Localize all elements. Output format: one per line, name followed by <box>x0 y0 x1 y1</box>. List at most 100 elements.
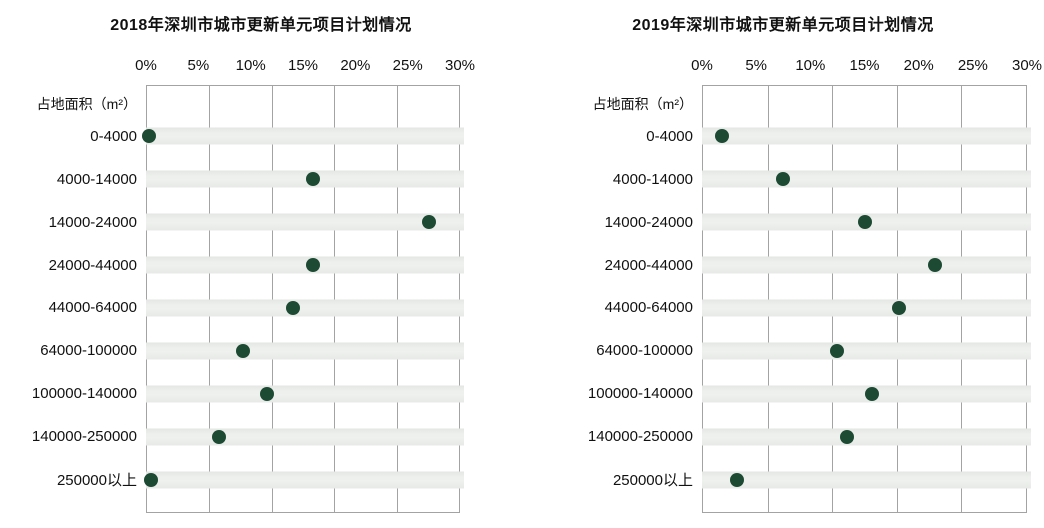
chart-row <box>702 458 1031 501</box>
category-label: 100000-140000 <box>587 385 693 403</box>
chart-row <box>702 201 1031 244</box>
chart-row <box>702 158 1031 201</box>
row-band <box>146 299 464 317</box>
chart-row <box>702 415 1031 458</box>
x-tick-label: 20% <box>340 57 371 74</box>
chart-row <box>146 201 464 244</box>
x-axis-tick-labels: 0% 5% 10% 15% 20% 25% 30% <box>691 54 1042 78</box>
row-band <box>146 213 464 231</box>
row-band <box>702 428 1031 446</box>
data-point-dot <box>830 343 845 358</box>
category-label: 64000-100000 <box>596 342 693 360</box>
row-band <box>702 127 1031 145</box>
vertical-gridline <box>334 86 336 512</box>
x-tick-label: 30% <box>1011 57 1043 74</box>
data-point-dot <box>857 215 872 230</box>
data-point-dot <box>285 300 300 315</box>
plot-rows <box>142 115 464 501</box>
data-point-dot <box>260 386 275 401</box>
gridlines <box>146 85 460 513</box>
chart-row <box>702 372 1031 415</box>
data-point-dot <box>306 172 321 187</box>
y-axis-unit-label: 占地面积（m²） <box>592 96 693 112</box>
chart-title-2018: 2018年深圳市城市更新单元项目计划情况 <box>110 17 412 34</box>
x-tick-label: 15% <box>849 57 880 74</box>
category-label: 140000-250000 <box>31 428 137 446</box>
data-point-dot <box>927 258 942 273</box>
row-band <box>146 471 464 489</box>
vertical-gridline <box>271 86 273 512</box>
category-label: 44000-64000 <box>604 299 693 317</box>
row-band <box>702 170 1031 188</box>
row-band <box>146 428 464 446</box>
y-axis-category-labels: 0-4000 4000-14000 14000-24000 24000-44000 44… <box>0 115 137 501</box>
x-tick-label: 5% <box>187 57 210 74</box>
chart-row <box>702 329 1031 372</box>
chart-row <box>146 287 464 330</box>
data-point-dot <box>714 129 729 144</box>
data-point-dot <box>142 129 157 144</box>
data-point-dot <box>865 386 880 401</box>
chart-row <box>702 115 1031 158</box>
vertical-gridline <box>767 86 769 512</box>
category-label: 14000-24000 <box>48 213 137 231</box>
category-label: 24000-44000 <box>604 256 693 274</box>
category-label: 14000-24000 <box>604 213 693 231</box>
y-axis-category-labels: 0-4000 4000-14000 14000-24000 24000-44000 44… <box>522 115 693 501</box>
chart-row <box>146 372 464 415</box>
chart-2018-panel: 2018年深圳市城市更新单元项目计划情况 占地面积（m²） 0-4000 4000… <box>0 17 475 513</box>
chart-row <box>146 415 464 458</box>
chart-row <box>702 244 1031 287</box>
x-tick-label: 0% <box>691 57 713 74</box>
chart-row <box>702 287 1031 330</box>
x-tick-label: 15% <box>287 57 319 74</box>
chart-row <box>144 458 464 501</box>
vertical-gridline <box>896 86 898 512</box>
gridlines <box>702 85 1027 513</box>
y-axis-unit-label: 占地面积（m²） <box>36 96 137 112</box>
data-point-dot <box>729 472 744 487</box>
chart-row <box>142 115 464 158</box>
row-band <box>146 385 464 403</box>
row-band <box>702 256 1031 274</box>
category-label: 250000以上 <box>56 472 137 490</box>
row-band <box>146 127 464 145</box>
data-point-dot <box>421 215 436 230</box>
category-label: 0-4000 <box>90 127 137 145</box>
chart-title-2019: 2019年深圳市城市更新单元项目计划情况 <box>632 17 934 34</box>
chart-2019-panel: 2019年深圳市城市更新单元项目计划情况 占地面积（m²） 0-4000 4000… <box>522 0 1044 528</box>
category-label: 44000-64000 <box>48 299 137 317</box>
vertical-gridline <box>832 86 834 512</box>
category-label: 250000以上 <box>612 472 693 490</box>
data-point-dot <box>892 300 907 315</box>
category-label: 100000-140000 <box>31 385 137 403</box>
category-label: 4000-14000 <box>56 170 137 188</box>
x-tick-label: 30% <box>444 57 476 74</box>
vertical-gridline <box>961 86 963 512</box>
plot-rows <box>702 115 1031 501</box>
x-tick-label: 25% <box>957 57 988 74</box>
category-label: 4000-14000 <box>612 170 693 188</box>
data-point-dot <box>144 472 159 487</box>
row-band <box>702 471 1031 489</box>
category-label: 0-4000 <box>646 127 693 145</box>
x-tick-label: 20% <box>903 57 934 74</box>
plot-area-2018: 0% 5% 10% 15% 20% 25% 30% <box>135 57 475 513</box>
plot-area-2019: 0% 5% 10% 15% 20% 25% 30% <box>691 57 1042 513</box>
vertical-gridline <box>396 86 398 512</box>
chart-row <box>146 158 464 201</box>
data-point-dot <box>236 343 251 358</box>
data-point-dot <box>840 429 855 444</box>
vertical-gridline <box>209 86 211 512</box>
row-band <box>702 299 1031 317</box>
data-point-dot <box>212 429 227 444</box>
x-tick-label: 5% <box>745 57 767 74</box>
row-band <box>146 256 464 274</box>
data-point-dot <box>776 172 791 187</box>
data-point-dot <box>306 258 321 273</box>
row-band <box>146 170 464 188</box>
x-axis-tick-labels: 0% 5% 10% 15% 20% 25% 30% <box>135 54 475 78</box>
category-label: 64000-100000 <box>40 342 137 360</box>
x-tick-label: 10% <box>235 57 266 74</box>
